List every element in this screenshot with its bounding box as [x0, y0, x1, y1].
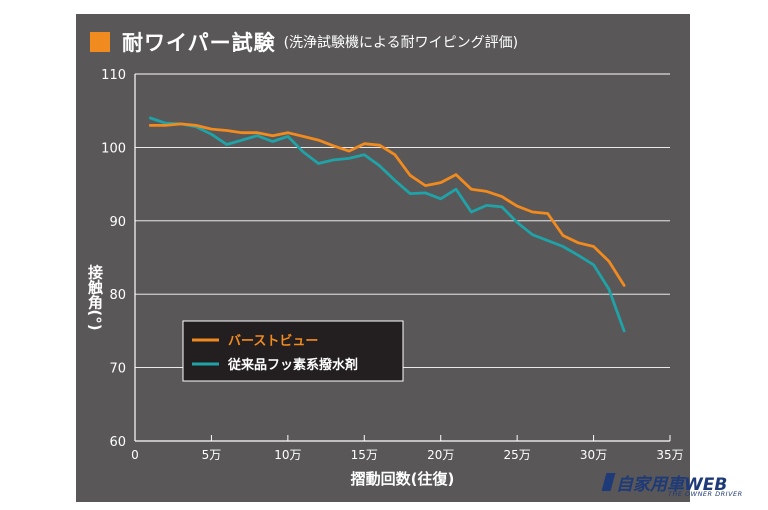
watermark-sub-text: THE OWNER DRIVER	[668, 490, 743, 498]
y-tick-label-100: 100	[101, 141, 126, 156]
x-tick-label-35: 35万	[656, 448, 683, 462]
title-marker-square	[90, 32, 110, 52]
chart-header: 耐ワイパー試験 (洗浄試験機による耐ワイピング評価)	[90, 29, 518, 55]
logo-mark	[601, 473, 616, 491]
y-tick-label-60: 60	[109, 435, 126, 450]
y-tick-label-90: 90	[109, 215, 126, 230]
x-tick-label-25: 25万	[504, 448, 531, 462]
series-line-conventional-fluoro	[148, 116, 626, 333]
series-line-burst-view	[148, 122, 626, 287]
legend-label-1: 従来品フッ素系撥水剤	[227, 357, 358, 373]
chart-subtitle: (洗浄試験機による耐ワイピング評価)	[283, 35, 519, 51]
chart-panel	[76, 14, 690, 502]
x-tick-label-30: 30万	[580, 448, 607, 462]
x-axis-title: 摺動回数(往復)	[351, 470, 455, 488]
y-tick-label-80: 80	[109, 288, 126, 303]
x-tick-label-5: 5万	[202, 448, 222, 462]
chart-title: 耐ワイパー試験	[122, 31, 276, 55]
x-tick-label-10: 10万	[274, 448, 301, 462]
legend-label-0: バーストビュー	[228, 333, 318, 349]
x-tick-label-0: 0	[131, 448, 139, 462]
watermark-logo: 自家用車WEB THE OWNER DRIVER	[601, 470, 764, 506]
watermark-main-text: 自家用車WEB	[616, 475, 728, 495]
y-tick-label-110: 110	[101, 68, 126, 83]
y-tick-label-70: 70	[109, 362, 126, 377]
legend-box	[182, 320, 404, 382]
x-tick-label-20: 20万	[427, 448, 454, 462]
y-axis-title: 接触角(°)	[86, 264, 104, 331]
x-tick-label-15: 15万	[351, 448, 378, 462]
